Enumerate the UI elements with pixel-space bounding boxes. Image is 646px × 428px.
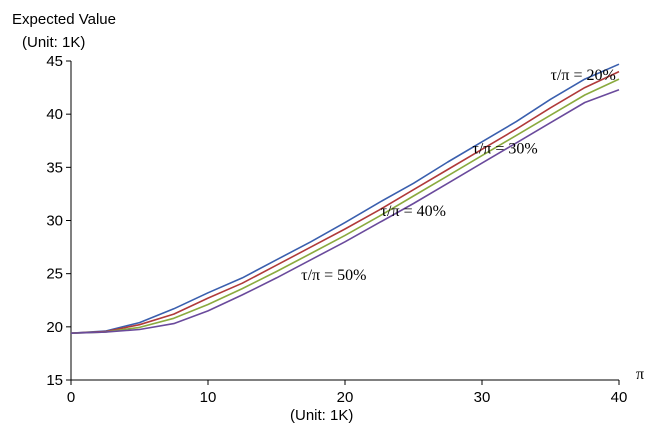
- series-annotation-label: τ/π = 30%: [472, 141, 537, 158]
- y-axis-title-line2: (Unit: 1K): [22, 34, 85, 51]
- series-line-3: [70, 78, 620, 334]
- y-tick-label: 45: [46, 53, 63, 70]
- series-annotation-label: τ/π = 20%: [551, 67, 616, 84]
- y-tick-label: 30: [46, 213, 63, 230]
- x-tick-label: 10: [200, 389, 217, 406]
- y-axis-ticks: 15 20 25 30 35 40 45: [46, 53, 71, 389]
- series-annotation-label: τ/π = 40%: [381, 203, 446, 220]
- series-annotation-label: τ/π = 50%: [301, 267, 366, 284]
- x-tick-label: 40: [611, 389, 628, 406]
- x-axis-ticks: 0 10 20 30 40: [67, 380, 628, 406]
- series-line-4: [70, 88, 620, 334]
- x-axis-symbol: π: [636, 366, 644, 383]
- series-lines: [70, 63, 620, 334]
- y-tick-label: 20: [46, 319, 63, 336]
- y-tick-label: 25: [46, 266, 63, 283]
- series-annotations: τ/π = 20% τ/π = 30% τ/π = 40% τ/π = 50%: [301, 67, 616, 284]
- y-tick-label: 40: [46, 106, 63, 123]
- y-axis-title-line1: Expected Value: [12, 11, 116, 28]
- x-tick-label: 30: [474, 389, 491, 406]
- x-tick-label: 0: [67, 389, 75, 406]
- x-axis-unit-label: (Unit: 1K): [290, 407, 353, 424]
- y-tick-label: 35: [46, 159, 63, 176]
- y-tick-label: 15: [46, 372, 63, 389]
- series-line-2: [70, 70, 620, 334]
- series-line-1: [70, 63, 620, 334]
- x-tick-label: 20: [337, 389, 354, 406]
